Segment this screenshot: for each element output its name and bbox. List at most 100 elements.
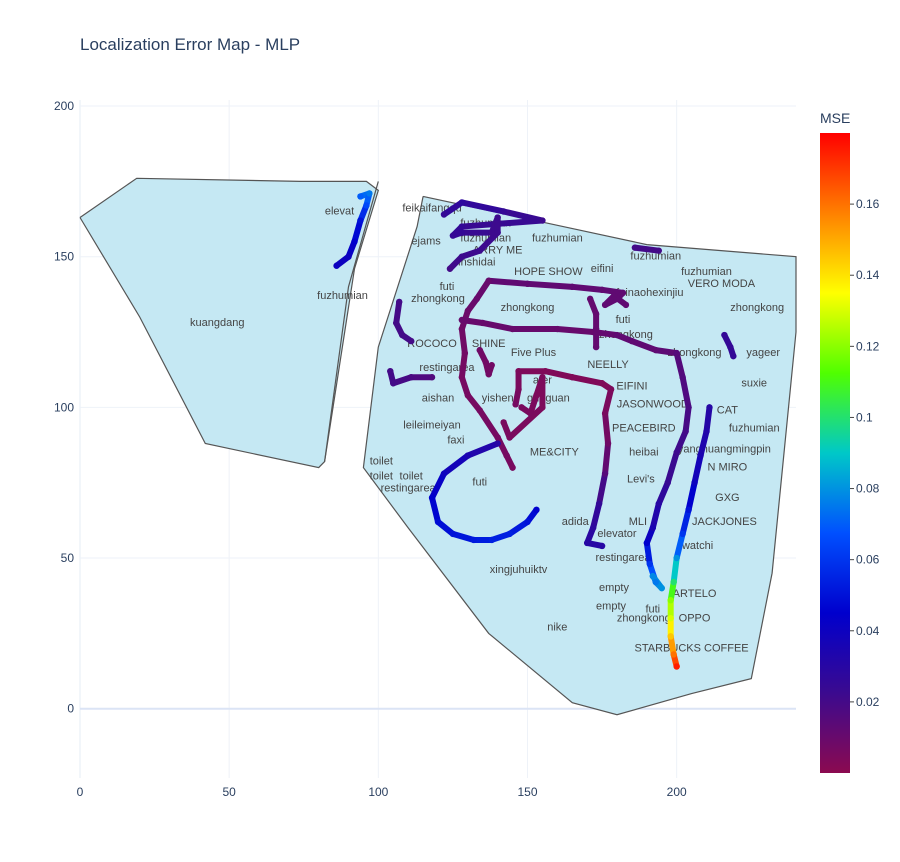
error-point [470,536,477,544]
shop-label: MLI [629,516,647,528]
error-point [396,298,403,306]
error-path-segment [664,449,680,486]
shop-label: yanghuangmingpin [678,444,771,456]
error-point [706,404,713,411]
error-point [601,301,609,309]
y-tick-label: 150 [54,250,74,264]
error-path-segment [602,386,615,417]
error-path-segment [458,316,486,326]
shop-label: ejams [411,236,441,248]
y-tick-label: 50 [61,551,75,565]
error-point [613,331,621,339]
error-point [589,524,597,532]
shop-label: ARTELO [673,588,717,600]
error-point [488,229,495,236]
error-point [598,286,606,294]
shop-label: STARBUCKS COFFEE [635,642,749,654]
error-path-segment [628,338,659,354]
error-path-segment [679,374,692,411]
error-point [351,238,358,245]
colorbar-scale [820,133,850,773]
error-point [476,346,483,354]
x-tick-label: 50 [222,785,236,799]
error-point [679,374,686,381]
shop-label: zhongkong [501,302,555,314]
error-point [673,449,680,456]
error-point [494,440,501,447]
error-point [691,479,698,486]
error-point [488,361,495,369]
error-path-segment [494,434,510,459]
shop-label: JACKJONES [692,516,757,528]
shop-label: eifini [591,263,614,275]
error-paths [333,190,737,670]
error-point [518,404,525,411]
error-point [652,578,659,586]
error-point [673,663,680,670]
error-point [500,419,507,426]
error-path-segment [458,217,546,230]
shop-label: watchi [681,540,713,552]
error-point [658,584,665,592]
shop-label: N MIRO [708,462,748,474]
shop-label: adida [562,516,590,528]
error-point [619,289,627,297]
error-path-segment [506,404,546,441]
error-point [664,479,671,486]
shop-label: feinaohexinjiu [616,287,683,299]
error-point [407,337,415,345]
error-path-segment [479,319,516,333]
error-point [476,407,483,414]
error-point [393,319,400,327]
error-point [333,262,340,269]
error-point [428,374,436,381]
error-point [488,536,495,544]
error-point [685,506,692,514]
error-point [730,352,737,360]
shop-label: fuzhumian [317,290,368,302]
error-path-segment [631,244,662,254]
error-point [440,470,448,477]
error-path-segment [473,277,492,302]
shop-label: fuzhumian [630,251,681,263]
shop-label: yageer [746,347,780,359]
error-point [458,316,466,324]
error-path-segment [449,530,477,543]
error-point [494,214,501,221]
error-path-segment [596,470,609,507]
error-point [485,371,492,378]
error-point [569,283,576,291]
error-point [458,253,466,260]
error-path-segment [655,479,671,507]
error-point [685,404,692,411]
error-point [592,310,600,318]
error-path-segment [485,277,531,287]
error-path-segment [429,494,441,525]
error-path-segment [458,326,468,357]
error-point [610,292,618,300]
shop-label: OPPO [679,612,711,624]
error-point [527,410,534,417]
error-path-segment [673,350,686,381]
error-point [399,331,406,339]
colorbar-tick-label: 0.02 [856,695,880,709]
error-point [542,368,549,375]
error-point [667,597,674,604]
x-tick-label: 200 [667,785,687,799]
error-path-segment [464,440,501,459]
error-path-segment [554,326,597,336]
shop-label: ROCOCO [407,338,457,350]
error-point [458,325,466,333]
shop-label: NEELLY [587,359,629,371]
shop-label: zhongkong [617,612,671,624]
shop-label: Levi's [627,474,655,486]
error-path-segment [697,428,710,459]
shop-label: suxie [741,377,767,389]
y-tick-label: 100 [54,400,74,414]
shop-label: futi [645,603,660,615]
shop-label: GXG [715,492,739,504]
error-point [539,404,546,411]
error-point [428,494,436,501]
error-path-segment [429,470,447,501]
colorbar-tick-label: 0.08 [856,482,880,496]
